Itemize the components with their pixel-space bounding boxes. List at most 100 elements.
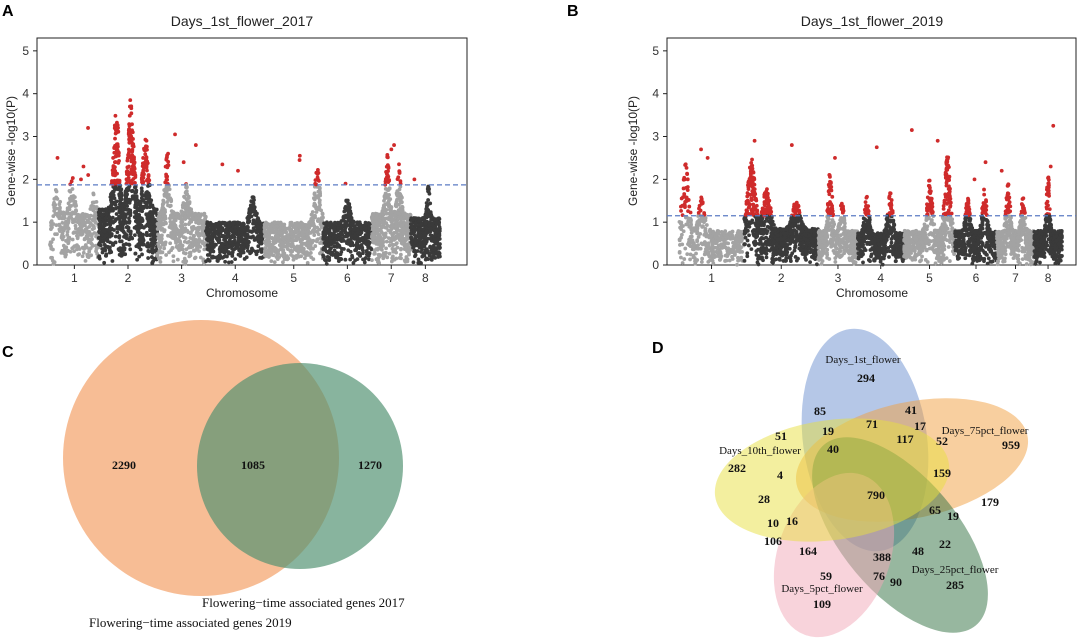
data-point xyxy=(120,223,125,228)
data-point xyxy=(411,260,416,265)
data-point xyxy=(693,259,698,264)
data-point xyxy=(408,225,413,230)
data-point xyxy=(236,168,240,173)
data-point xyxy=(319,208,323,213)
data-point xyxy=(73,204,78,208)
chart-title-a: Days_1st_flower_2017 xyxy=(171,13,314,29)
data-point xyxy=(268,245,272,250)
data-point xyxy=(187,254,192,259)
data-point xyxy=(157,248,162,253)
data-point xyxy=(118,198,123,203)
data-point xyxy=(241,250,246,255)
data-point xyxy=(206,246,211,251)
data-point xyxy=(294,253,299,258)
data-point xyxy=(129,159,134,164)
data-point xyxy=(385,223,390,228)
data-point xyxy=(220,255,225,260)
data-point xyxy=(724,258,729,263)
data-point xyxy=(100,232,104,237)
data-point xyxy=(188,236,193,240)
x-tick-label: 8 xyxy=(422,271,429,285)
data-point xyxy=(332,240,337,245)
data-point xyxy=(390,223,395,228)
data-point xyxy=(245,248,250,253)
data-point xyxy=(113,113,118,118)
data-point xyxy=(684,199,689,203)
data-point xyxy=(217,227,222,232)
data-point xyxy=(426,189,430,194)
data-point xyxy=(66,241,71,246)
data-point xyxy=(66,226,71,231)
data-point xyxy=(248,214,253,219)
data-point xyxy=(192,248,197,253)
data-point xyxy=(735,231,740,235)
data-point xyxy=(200,240,205,244)
data-point xyxy=(163,220,168,225)
data-points-b xyxy=(677,123,1064,267)
data-point xyxy=(166,151,170,156)
data-point xyxy=(103,215,108,220)
data-point xyxy=(128,98,133,103)
data-point xyxy=(344,199,349,204)
data-point xyxy=(387,251,392,256)
data-point xyxy=(418,233,423,238)
data-point xyxy=(169,231,174,235)
data-point xyxy=(371,240,376,245)
data-point xyxy=(426,198,431,202)
data-point xyxy=(52,260,57,265)
data-point xyxy=(696,235,701,239)
data-point xyxy=(685,222,690,226)
data-point xyxy=(163,214,168,218)
data-point xyxy=(399,224,403,229)
data-point xyxy=(389,227,394,232)
data-point xyxy=(235,245,240,250)
data-point xyxy=(77,252,82,257)
data-point xyxy=(317,200,322,205)
data-point xyxy=(347,217,352,222)
data-point xyxy=(57,212,62,217)
x-tick-label: 5 xyxy=(926,271,933,285)
data-point xyxy=(144,195,148,199)
data-point xyxy=(177,243,181,248)
data-point xyxy=(430,222,435,227)
data-point xyxy=(61,243,66,248)
data-point xyxy=(112,165,117,170)
data-point xyxy=(141,180,146,184)
data-point xyxy=(383,186,388,191)
data-point xyxy=(736,255,740,260)
data-point xyxy=(298,239,303,244)
data-point xyxy=(157,256,161,261)
data-point xyxy=(187,220,192,225)
data-point xyxy=(149,225,154,230)
data-point xyxy=(122,247,127,252)
data-point xyxy=(735,248,740,253)
data-point xyxy=(193,255,198,260)
data-point xyxy=(104,211,109,216)
data-point xyxy=(190,215,195,220)
data-point xyxy=(697,203,702,208)
data-point xyxy=(133,173,138,177)
data-point xyxy=(115,128,120,133)
data-point xyxy=(423,221,428,226)
data-point xyxy=(97,225,102,230)
data-point xyxy=(317,188,322,193)
data-point xyxy=(436,250,441,255)
y-axis-label-b: Gene-wise -log10(P) xyxy=(626,96,640,206)
data-point xyxy=(385,155,390,160)
data-point xyxy=(679,255,683,260)
data-point xyxy=(351,261,356,265)
data-point xyxy=(115,230,120,235)
data-point xyxy=(117,214,121,219)
data-point xyxy=(425,236,430,241)
data-point xyxy=(376,259,381,263)
data-point xyxy=(86,240,91,245)
data-point xyxy=(91,192,96,197)
data-point xyxy=(114,212,119,216)
data-point xyxy=(399,200,404,205)
data-point xyxy=(217,253,222,258)
data-point xyxy=(201,213,206,217)
panel-label-d: D xyxy=(652,340,664,357)
data-point xyxy=(191,235,196,240)
data-point xyxy=(109,192,113,197)
data-point xyxy=(211,255,216,260)
